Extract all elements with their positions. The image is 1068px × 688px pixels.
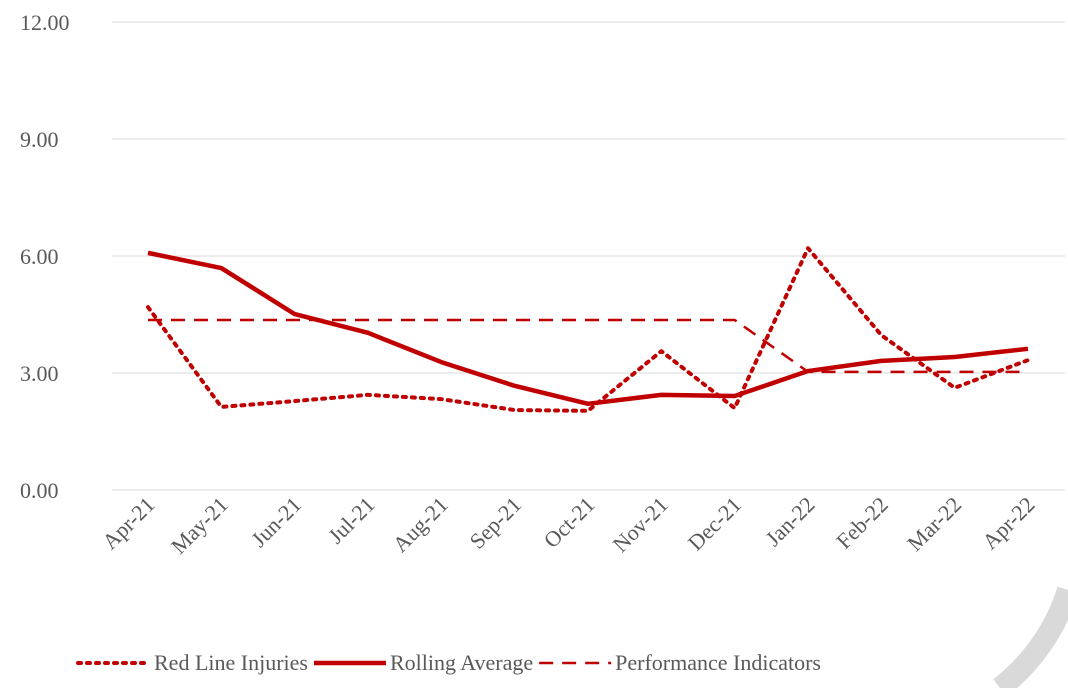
legend-label: Red Line Injuries [154, 650, 308, 675]
x-tick-label: Dec-21 [683, 492, 746, 555]
x-tick-label: Jun-21 [246, 492, 306, 552]
x-tick-label: Apr-21 [97, 492, 159, 554]
y-tick-label: 12.00 [20, 10, 70, 35]
decoration [993, 586, 1068, 688]
x-tick-label: Aug-21 [388, 492, 453, 557]
y-tick-label: 0.00 [20, 478, 59, 503]
y-tick-label: 3.00 [20, 361, 59, 386]
x-tick-label: May-21 [166, 492, 233, 559]
y-tick-label: 9.00 [20, 127, 59, 152]
x-tick-label: Oct-21 [539, 492, 600, 553]
y-tick-label: 6.00 [20, 244, 59, 269]
x-tick-label: Apr-22 [977, 492, 1039, 554]
series-line [148, 318, 1028, 374]
x-tick-label: Feb-22 [831, 492, 893, 554]
x-tick-label: Jan-22 [760, 492, 819, 551]
series-line [146, 246, 1030, 413]
series-line [147, 250, 1029, 407]
x-tick-label: Mar-22 [902, 492, 966, 556]
legend-label: Performance Indicators [615, 650, 821, 675]
x-tick-label: Jul-21 [323, 492, 380, 549]
legend-label: Rolling Average [390, 650, 533, 675]
x-tick-label: Sep-21 [464, 492, 526, 554]
x-tick-label: Nov-21 [608, 492, 673, 557]
